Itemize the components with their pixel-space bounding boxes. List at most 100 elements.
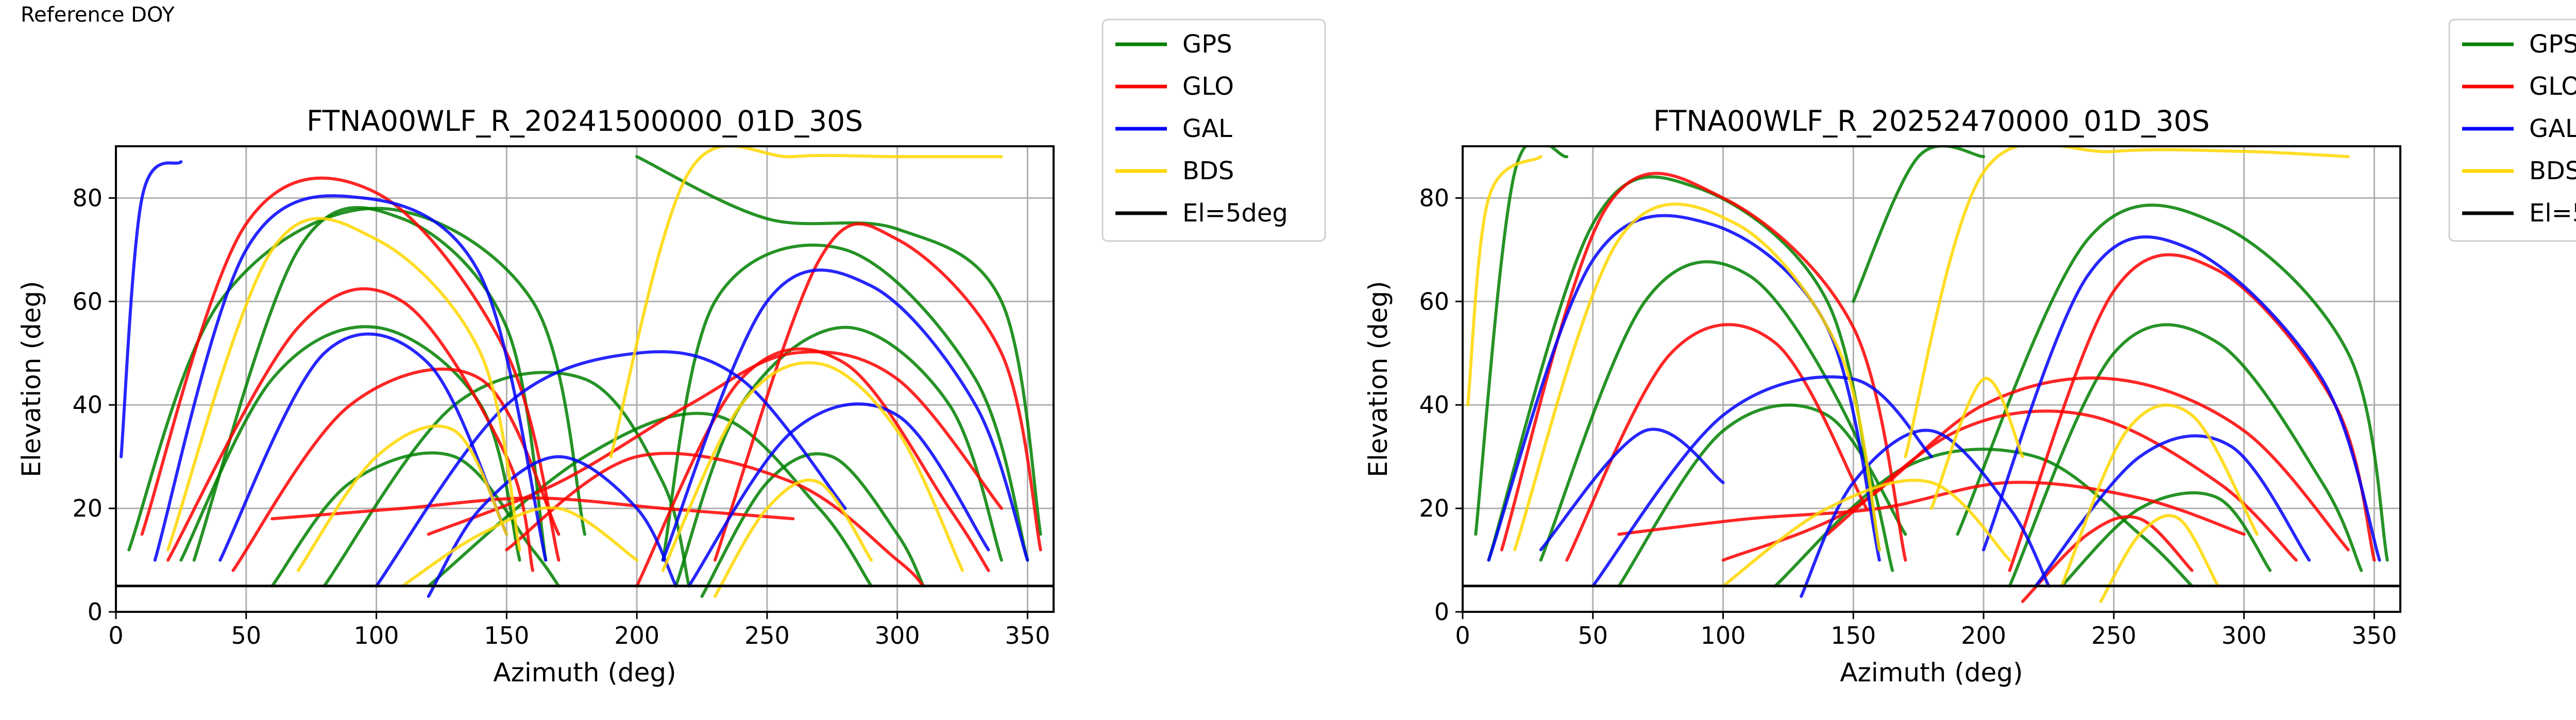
satellite-track [375,350,847,588]
satellite-track [2060,491,2272,588]
satellite-track [661,243,1029,562]
chart-title: FTNA00WLF_R_20252470000_01D_30S [1653,105,2210,138]
skyplot-chart-right: 0 50 100 150 200 250 300 350 0 20 40 60 80 FTNA00WLF_… [1363,19,2576,688]
satellite-track [127,207,586,552]
chart-panel-left: 0 50 100 150 200 250 300 350 0 20 40 60 80 FTNA00WLF_… [16,19,1326,688]
legend-label: GLO [1182,72,1234,101]
x-tick-label: 200 [614,622,659,649]
x-tick-label: 0 [108,622,123,649]
x-tick-label: 250 [744,622,790,649]
satellite-track [505,452,925,588]
satellite-track [2099,514,2220,603]
y-axis-label: Elevation (deg) [1363,281,1393,477]
series-bds [166,146,1003,598]
satellite-track [2021,515,2194,603]
x-tick-label: 0 [1455,622,1470,649]
satellite-track [674,325,1003,588]
legend-box [1101,19,1326,242]
satellite-track [713,222,1042,562]
satellite-track [1487,214,1881,562]
satellite-track [140,176,561,562]
y-tick-label: 0 [1434,598,1449,626]
legend-label: GPS [2529,30,2576,59]
satellite-track [166,287,534,572]
y-tick-label: 20 [1419,494,1449,522]
satellite-track [1930,376,2024,510]
x-tick-label: 50 [1578,622,1608,649]
x-tick-label: 200 [1961,622,2006,649]
satellite-track [609,146,1003,458]
axes-frame [115,145,1055,613]
satellite-track [2034,434,2311,588]
satellite-track [401,506,639,588]
satellite-track [713,478,873,598]
y-tick-label: 60 [1419,287,1449,315]
satellite-track [1591,375,1933,588]
satellite-track [1474,146,1569,536]
satellite-track [635,347,990,588]
satellite-track [1721,376,2350,562]
y-tick-label: 20 [72,494,103,522]
satellite-track [2060,403,2259,588]
figure-title: Reference DOY [21,3,175,27]
plot-area [116,146,1054,598]
satellite-track [1721,478,2011,588]
x-axis-label: Azimuth (deg) [1840,658,2023,688]
y-tick-label: 0 [88,598,103,626]
legend-label: El=5deg [2529,199,2576,228]
x-tick-label: 50 [231,622,262,649]
series-gps [1474,146,2389,588]
x-tick-label: 150 [1831,622,1876,649]
satellite-track [1982,235,2381,562]
legend: GPS GLO GAL BDS El=5deg [1101,19,1326,242]
satellite-track [1956,203,2389,562]
x-tick-label: 100 [354,622,399,649]
satellite-track [153,194,548,562]
legend-label: GAL [1182,114,1232,143]
satellite-track [661,361,964,572]
x-tick-label: 300 [875,622,920,649]
satellite-track [218,332,509,562]
series-gal [1487,214,2381,598]
x-tick-label: 350 [2352,622,2397,649]
satellite-track [635,155,1042,536]
x-axis-label: Azimuth (deg) [493,658,676,688]
y-tick-label: 40 [1419,391,1449,419]
grid-lines [1462,146,2400,613]
legend-label: GAL [2529,114,2576,143]
y-axis-label: Elevation (deg) [16,281,46,477]
legend-label: BDS [1182,157,1234,185]
chart-panel-right: 0 50 100 150 200 250 300 350 0 20 40 60 80 FTNA00WLF_… [1347,0,2576,720]
x-tick-label: 250 [2091,622,2137,649]
satellite-track [1800,428,2050,598]
x-tick-label: 350 [1005,622,1050,649]
skyplot-chart-left: 0 50 100 150 200 250 300 350 0 20 40 60 80 FTNA00WLF_… [16,19,1326,688]
satellite-track [1565,323,1868,562]
chart-title: FTNA00WLF_R_20241500000_01D_30S [307,105,863,138]
y-tick-label: 80 [1419,184,1449,212]
satellite-track [1513,202,1881,552]
satellite-track [1617,403,1907,588]
satellite-track [1539,427,1725,552]
satellite-track [427,350,1003,536]
satellite-track [427,455,677,598]
legend-label: GPS [1182,30,1232,59]
y-tick-label: 60 [72,287,103,315]
satellite-track [1466,155,1543,407]
y-tick-label: 40 [72,391,103,419]
satellite-track [231,367,561,572]
x-tick-label: 100 [1701,622,1746,649]
plot-area [1463,146,2400,603]
x-tick-label: 150 [484,622,529,649]
satellite-track [687,402,990,588]
satellite-track [1904,146,2350,458]
legend-label: BDS [2529,157,2576,185]
series-bds [1466,146,2350,603]
legend-label: El=5deg [1182,199,1288,228]
satellite-track [661,268,1029,562]
satellite-track [1617,481,2246,536]
legend-label: GLO [2529,72,2576,101]
legend: GPS GLO GAL BDS El=5deg [2448,19,2576,242]
satellite-track [179,325,521,562]
x-tick-label: 300 [2222,622,2267,649]
